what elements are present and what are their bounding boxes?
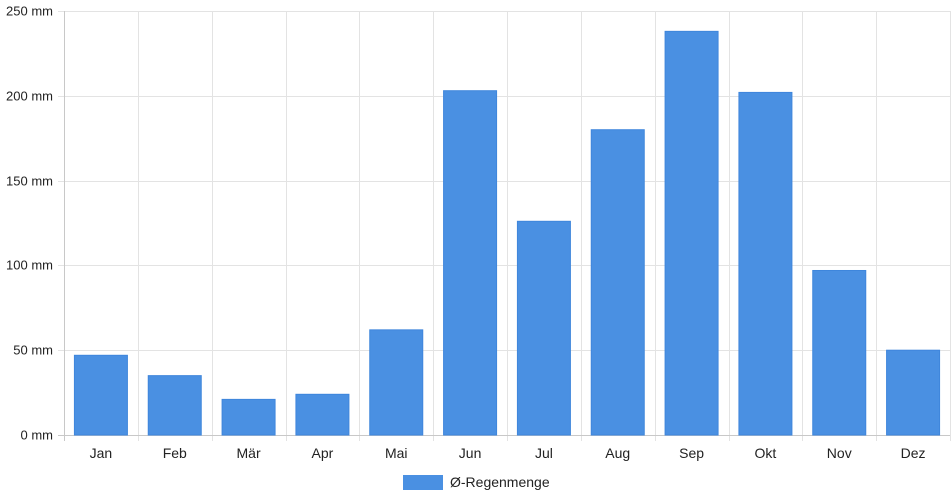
y-tick-label: 50 mm [13,343,53,358]
grid-lines [58,11,951,441]
bar-feb[interactable] [147,375,202,436]
x-tick-label: Mär [237,445,261,461]
x-tick-label: Sep [679,445,704,461]
legend[interactable]: Ø-Regenmenge [403,474,550,490]
legend-label[interactable]: Ø-Regenmenge [450,474,550,490]
bar-jul[interactable] [516,220,571,436]
y-tick-label: 250 mm [6,4,53,19]
y-tick-label: 100 mm [6,258,53,273]
x-tick-label: Aug [605,445,630,461]
bar-okt[interactable] [738,91,793,436]
x-tick-label: Okt [755,445,777,461]
bar-apr[interactable] [295,393,350,436]
bar-jun[interactable] [443,90,498,436]
x-tick-label: Apr [312,445,334,461]
x-tick-label: Mai [385,445,408,461]
bar-dez[interactable] [886,349,941,436]
y-tick-labels: 0 mm 50 mm 100 mm 150 mm 200 mm 250 mm [6,4,53,443]
bar-jan[interactable] [73,354,128,436]
bar-sep[interactable] [664,30,719,436]
bar-mai[interactable] [369,329,424,436]
bars [73,30,941,436]
bar-nov[interactable] [812,269,867,436]
y-tick-label: 150 mm [6,174,53,189]
legend-swatch[interactable] [403,475,443,490]
axes [58,11,950,441]
bar-mär[interactable] [221,398,276,436]
x-tick-label: Dez [901,445,926,461]
x-tick-label: Jan [90,445,113,461]
x-tick-label: Jul [535,445,553,461]
bar-aug[interactable] [590,129,645,436]
x-tick-label: Feb [163,445,187,461]
y-tick-label: 0 mm [21,428,54,443]
x-tick-label: Jun [459,445,482,461]
y-tick-label: 200 mm [6,89,53,104]
x-tick-label: Nov [827,445,852,461]
x-tick-labels: Jan Feb Mär Apr Mai Jun Jul Aug Sep Okt Nov Dez [90,445,926,461]
